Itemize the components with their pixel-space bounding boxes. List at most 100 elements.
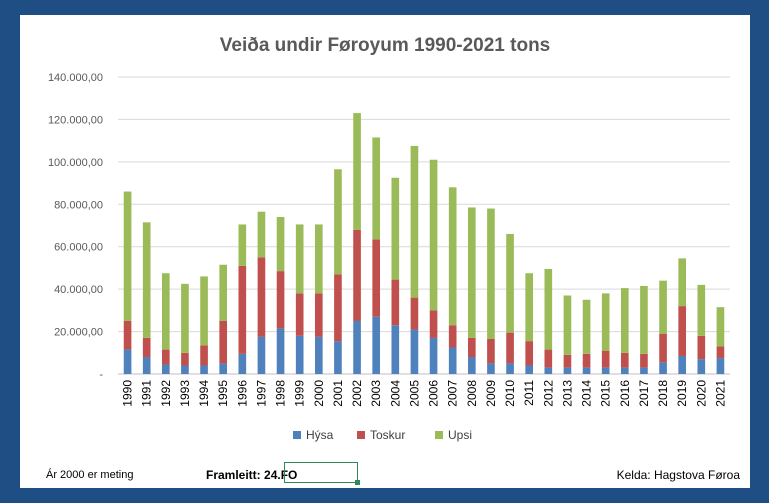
bar-upsi-2011	[525, 273, 534, 342]
x-tick-label: 2006	[427, 380, 441, 407]
bar-toskur-2008	[467, 337, 476, 358]
bar-toskur-2014	[582, 353, 591, 368]
x-tick-label: 2013	[560, 380, 574, 407]
legend-swatch	[435, 431, 443, 439]
bar-upsi-2012	[544, 268, 553, 350]
x-tick-label: 2021	[713, 380, 727, 407]
bar-upsi-2019	[678, 258, 687, 307]
bar-toskur-2000	[314, 293, 323, 337]
legend-label: Hýsa	[306, 428, 334, 442]
bar-upsi-1993	[181, 283, 189, 353]
x-tick-label: 2017	[637, 380, 651, 407]
bar-h-sa-2015	[601, 367, 610, 374]
bar-upsi-2010	[506, 233, 514, 333]
footer-source: Kelda: Hagstova Føroa	[616, 468, 740, 482]
y-tick-label: 40.000,00	[54, 284, 103, 296]
x-tick-label: 2015	[599, 380, 613, 407]
y-tick-label: -	[99, 369, 103, 381]
bar-toskur-2012	[544, 349, 553, 368]
bar-toskur-1994	[200, 345, 208, 366]
bar-upsi-2007	[448, 187, 457, 326]
bar-upsi-1992	[161, 273, 170, 350]
bar-toskur-1999	[295, 293, 304, 336]
y-tick-label: 20.000,00	[54, 327, 103, 339]
bar-toskur-1992	[161, 349, 170, 365]
bar-toskur-2006	[429, 310, 438, 338]
bar-upsi-2006	[429, 159, 438, 311]
x-tick-label: 1993	[178, 380, 192, 407]
bar-toskur-2016	[620, 352, 629, 368]
legend-label: Upsi	[448, 428, 472, 442]
bar-toskur-1996	[238, 265, 247, 354]
legend-swatch	[357, 431, 365, 439]
bar-h-sa-2020	[697, 359, 706, 374]
bar-h-sa-2003	[372, 316, 381, 374]
bar-h-sa-2021	[716, 358, 725, 374]
x-tick-label: 2016	[618, 380, 632, 407]
bar-h-sa-2001	[334, 341, 342, 374]
x-tick-label: 2019	[675, 380, 689, 407]
bar-toskur-2005	[410, 297, 419, 330]
bar-h-sa-1993	[181, 365, 189, 374]
x-tick-label: 1992	[159, 380, 173, 407]
x-tick-label: 2014	[580, 380, 594, 407]
bar-upsi-1999	[295, 224, 304, 294]
bar-toskur-2009	[487, 338, 495, 364]
bar-h-sa-2014	[582, 367, 591, 374]
bar-toskur-2002	[353, 229, 361, 321]
x-tick-label: 1997	[254, 380, 268, 407]
bar-upsi-2021	[716, 307, 725, 347]
x-tick-label: 2007	[446, 380, 460, 407]
footer-produced-value: 24.FO	[264, 468, 298, 482]
bar-upsi-2004	[391, 177, 400, 280]
bar-upsi-2002	[353, 113, 361, 230]
bar-h-sa-1999	[295, 335, 304, 374]
bar-toskur-2015	[601, 350, 610, 368]
bar-toskur-2013	[563, 354, 572, 368]
x-tick-label: 2004	[388, 380, 402, 407]
legend-label: Toskur	[370, 428, 405, 442]
cell-selection[interactable]	[284, 462, 358, 483]
x-tick-label: 1996	[235, 380, 249, 407]
chart-panel: Veiða undir Føroyum 1990-2021 tons - 20.00…	[20, 15, 750, 462]
bar-upsi-1994	[200, 276, 208, 346]
bar-toskur-2021	[716, 346, 725, 359]
chart-svg: Veiða undir Føroyum 1990-2021 tons - 20.00…	[48, 35, 730, 442]
bar-toskur-1997	[257, 257, 266, 337]
bar-upsi-2015	[601, 293, 610, 351]
x-tick-label: 2000	[312, 380, 326, 407]
x-tick-label: 1998	[274, 380, 288, 407]
bar-toskur-2004	[391, 279, 400, 326]
bar-toskur-2011	[525, 341, 534, 366]
footer: Ár 2000 er meting Framleitt: 24.FO Kelda…	[20, 462, 750, 488]
bar-h-sa-2016	[620, 367, 629, 374]
bar-upsi-1990	[123, 191, 132, 321]
x-tick-label: 2018	[656, 380, 670, 407]
bar-upsi-1991	[142, 222, 151, 338]
cell-fill-handle[interactable]	[355, 480, 360, 485]
x-tick-label: 2011	[522, 380, 536, 406]
bar-h-sa-2008	[467, 357, 476, 374]
x-tick-label: 2001	[331, 380, 345, 407]
y-tick-label: 80.000,00	[54, 199, 103, 211]
x-tick-label: 1994	[197, 380, 211, 407]
bar-toskur-2020	[697, 335, 706, 360]
x-tick-label: 1999	[293, 380, 307, 407]
bar-upsi-2008	[467, 207, 476, 338]
x-tick-label: 2009	[484, 380, 498, 407]
bar-h-sa-2013	[563, 367, 572, 374]
bar-h-sa-2006	[429, 337, 438, 374]
x-tick-label: 2005	[407, 380, 421, 407]
bar-toskur-2017	[640, 353, 648, 368]
bar-upsi-2009	[487, 208, 495, 339]
bar-toskur-2019	[678, 306, 687, 356]
x-tick-label: 2002	[350, 380, 364, 407]
bar-upsi-2001	[334, 169, 342, 275]
y-tick-label: 120.000,00	[48, 114, 103, 126]
bar-h-sa-2012	[544, 367, 553, 374]
x-tick-label: 2010	[503, 380, 517, 407]
x-tick-label: 2020	[694, 380, 708, 407]
bar-h-sa-2007	[448, 347, 457, 374]
bar-toskur-1995	[219, 320, 228, 364]
bar-toskur-1998	[276, 271, 285, 329]
